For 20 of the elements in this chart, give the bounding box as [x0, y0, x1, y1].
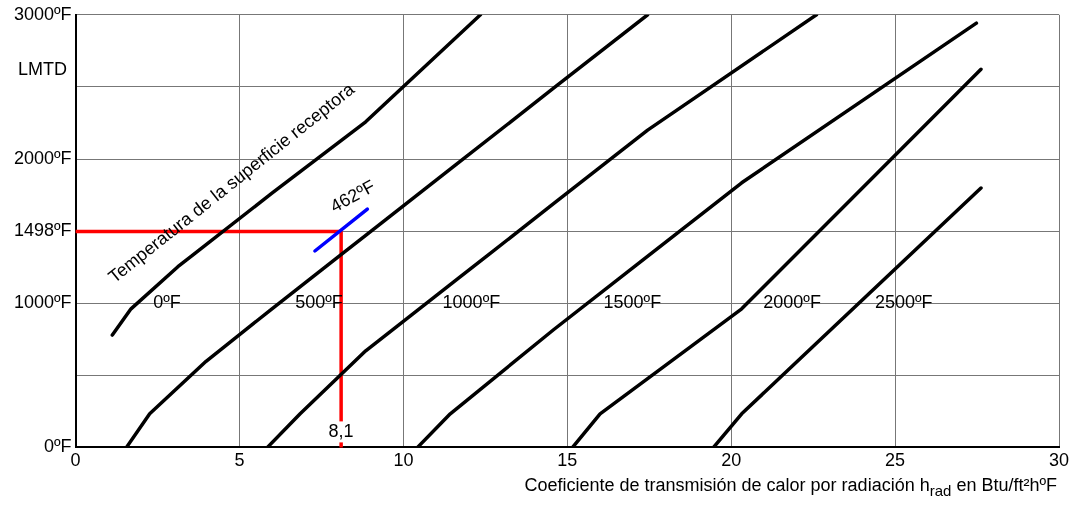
- series-label: 2500ºF: [874, 292, 933, 313]
- y-tick-label: 0ºF: [44, 436, 72, 457]
- x-tick-label: 15: [557, 450, 578, 471]
- x-tick-label: 0: [70, 450, 81, 471]
- y-tick-label: 2000ºF: [13, 147, 72, 168]
- y-axis-title: LMTD: [18, 58, 67, 79]
- y-tick-label: 3000ºF: [13, 3, 72, 24]
- series-label: 1000ºF: [442, 292, 501, 313]
- x-tick-label: 30: [1048, 450, 1070, 471]
- annotation: 8,1: [328, 421, 354, 442]
- x-tick-label: 10: [393, 450, 414, 471]
- series-label: 1500ºF: [603, 292, 662, 313]
- y-tick-label: 1498ºF: [13, 220, 72, 241]
- x-tick-label: 5: [234, 450, 245, 471]
- series-label: 0ºF: [153, 292, 181, 313]
- x-tick-label: 25: [885, 450, 906, 471]
- x-tick-label: 20: [721, 450, 742, 471]
- x-axis-title: Coeficiente de transmisión de calor por radiación h$_{rad}$ en Btu/ft²hºF: [523, 475, 1058, 499]
- y-tick-label: 1000ºF: [13, 292, 72, 313]
- series-label: 2000ºF: [763, 292, 821, 313]
